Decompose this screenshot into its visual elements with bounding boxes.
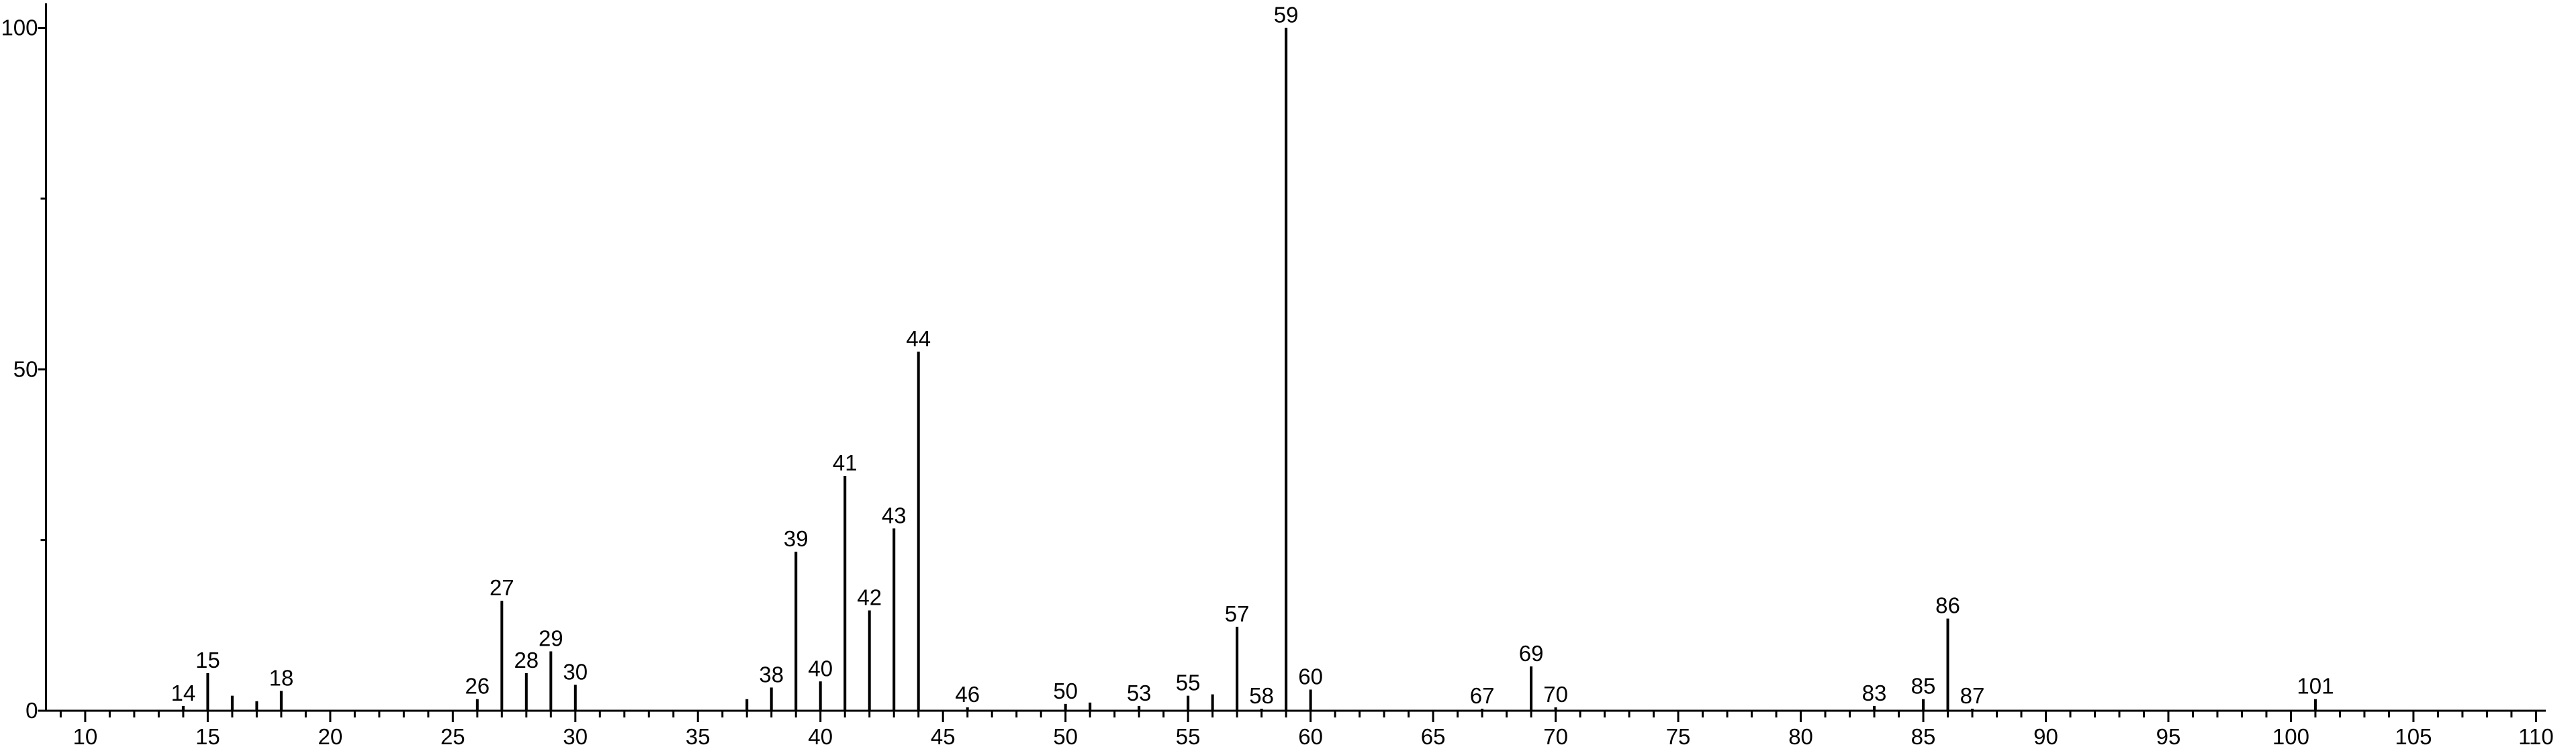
- x-tick-label: 95: [2156, 724, 2181, 749]
- x-tick-label: 25: [441, 724, 465, 749]
- peak-label: 83: [1862, 681, 1887, 705]
- peak-label: 67: [1470, 683, 1495, 708]
- x-tick-label: 50: [1053, 724, 1078, 749]
- x-tick-label: 90: [2033, 724, 2058, 749]
- peak-label: 26: [465, 674, 490, 699]
- peak-label: 39: [784, 526, 809, 551]
- x-tick-label: 100: [2272, 724, 2309, 749]
- peak-label: 40: [808, 656, 833, 681]
- x-tick-label: 75: [1666, 724, 1691, 749]
- peak-label: 43: [882, 503, 907, 528]
- peak-label: 70: [1543, 682, 1568, 707]
- peak-label: 28: [514, 648, 539, 672]
- peak-label: 57: [1225, 601, 1250, 626]
- x-tick-label: 65: [1421, 724, 1446, 749]
- peak-label: 14: [171, 681, 196, 705]
- peak-label: 53: [1127, 681, 1152, 705]
- peak-label: 18: [269, 665, 293, 690]
- peak-label: 46: [955, 682, 980, 707]
- x-tick-label: 45: [931, 724, 956, 749]
- peak-label: 29: [539, 626, 563, 650]
- x-tick-label: 105: [2395, 724, 2432, 749]
- x-tick-label: 10: [73, 724, 98, 749]
- peak-label: 55: [1176, 670, 1201, 695]
- peak-label: 85: [1911, 674, 1936, 699]
- x-tick-label: 35: [686, 724, 710, 749]
- x-tick-label: 55: [1176, 724, 1201, 749]
- x-tick-label: 20: [318, 724, 342, 749]
- peak-label: 101: [2297, 674, 2334, 699]
- y-tick-label: 100: [1, 15, 38, 40]
- peak-label: 86: [1935, 593, 1960, 618]
- x-tick-label: 60: [1298, 724, 1323, 749]
- x-tick-label: 30: [563, 724, 588, 749]
- peak-label: 50: [1053, 679, 1078, 703]
- peak-label: 38: [759, 662, 784, 687]
- x-tick-label: 40: [808, 724, 833, 749]
- peak-label: 30: [563, 659, 588, 684]
- peak-label: 87: [1960, 683, 1985, 708]
- peak-label: 69: [1519, 641, 1544, 666]
- peak-label: 15: [195, 648, 220, 672]
- peak-label: 27: [490, 575, 514, 600]
- x-tick-label: 85: [1911, 724, 1936, 749]
- x-tick-label: 110: [2518, 724, 2554, 749]
- peak-label: 58: [1249, 683, 1274, 708]
- y-tick-label: 0: [26, 698, 38, 723]
- peak-label: 44: [906, 326, 931, 351]
- x-tick-label: 80: [1788, 724, 1813, 749]
- x-tick-label: 15: [195, 724, 220, 749]
- peak-label: 42: [857, 585, 882, 609]
- peak-label: 59: [1274, 3, 1299, 28]
- x-tick-label: 70: [1543, 724, 1568, 749]
- peak-label: 41: [833, 450, 858, 475]
- peak-label: 60: [1298, 664, 1323, 689]
- y-tick-label: 50: [13, 356, 38, 381]
